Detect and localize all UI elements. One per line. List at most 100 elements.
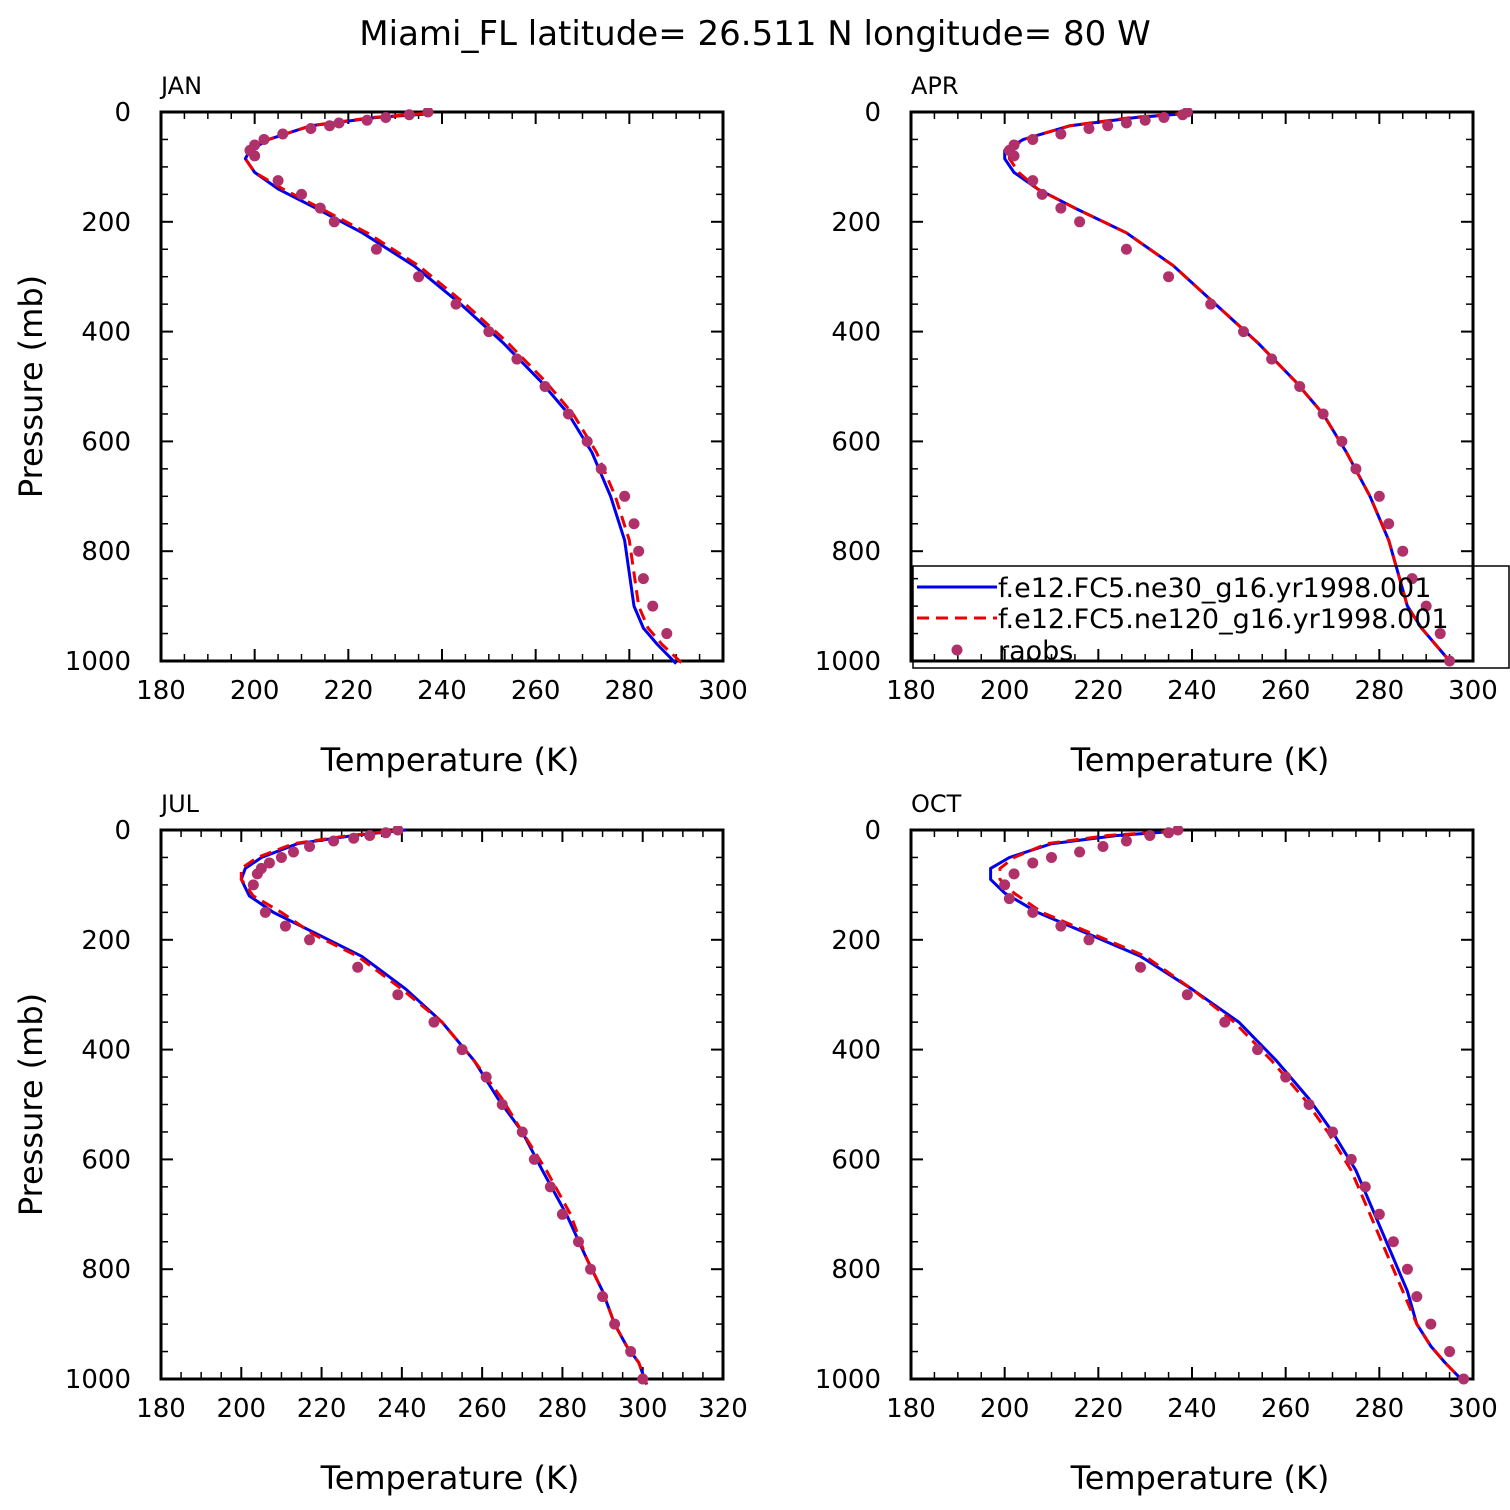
x-tick-label: 300 [618, 1394, 668, 1424]
panel-oct: OCT 180 200 220 240 260 280 300 0 200 400 600 800 100… [815, 790, 1498, 1497]
y-tick-label: 800 [831, 1255, 881, 1285]
x-tick-label: 220 [324, 676, 374, 706]
raobs-point [1074, 216, 1086, 228]
raobs-point [1205, 298, 1217, 310]
raobs-point [1458, 1373, 1470, 1385]
raobs-point [1139, 114, 1151, 126]
raobs-point [1336, 435, 1348, 447]
raobs-point [413, 271, 425, 283]
raobs-point [511, 353, 523, 365]
x-tick-label: 220 [1074, 676, 1124, 706]
raobs-point [595, 463, 607, 475]
raobs-point [609, 1318, 621, 1330]
raobs-point [1280, 1071, 1292, 1083]
raobs-point [572, 1236, 584, 1248]
x-tick-label: 240 [1167, 1394, 1217, 1424]
panel-label: JAN [159, 72, 202, 100]
x-tick-label: 300 [698, 676, 748, 706]
y-axis-title: Pressure (mb) [12, 275, 50, 498]
raobs-point [247, 879, 259, 891]
y-tick-label: 400 [81, 318, 131, 348]
figure-title: Miami_FL latitude= 26.511 N longitude= 8… [359, 14, 1150, 54]
y-tick-label: 600 [831, 1145, 881, 1175]
raobs-point [1172, 826, 1184, 836]
raobs-point [272, 175, 284, 187]
raobs-point [1181, 989, 1193, 1001]
raobs-point [585, 1263, 597, 1275]
raobs-point [1027, 857, 1039, 869]
raobs-point [633, 545, 645, 557]
y-tick-label: 1000 [815, 1365, 881, 1395]
y-tick-label: 400 [81, 1036, 131, 1066]
raobs-point [328, 216, 340, 228]
raobs-point [277, 128, 289, 140]
y-tick-label: 600 [81, 1145, 131, 1175]
x-tick-label: 180 [886, 676, 936, 706]
raobs-point [1120, 117, 1132, 129]
raobs-point [1444, 655, 1456, 667]
x-tick-label: 220 [1074, 1394, 1124, 1424]
series-line-ne120 [998, 829, 1465, 1383]
raobs-point [352, 961, 364, 973]
raobs-point [1345, 1153, 1357, 1165]
y-tick-label: 800 [81, 1255, 131, 1285]
raobs-point [539, 381, 551, 392]
raobs-point [1008, 150, 1020, 162]
x-tick-label: 260 [457, 1394, 507, 1424]
raobs-point [1294, 381, 1306, 392]
x-tick-label: 260 [511, 676, 561, 706]
x-tick-label: 280 [1355, 676, 1405, 706]
raobs-point [1003, 893, 1015, 905]
y-tick-label: 400 [831, 1036, 881, 1066]
plot-frame [909, 828, 1475, 1381]
x-tick-label: 240 [1167, 676, 1217, 706]
y-tick-label: 200 [81, 926, 131, 956]
raobs-point [249, 150, 261, 162]
raobs-point [1055, 128, 1067, 140]
y-tick-label: 200 [81, 208, 131, 238]
y-tick-label: 1000 [815, 647, 881, 677]
y-tick-label: 400 [831, 318, 881, 348]
raobs-point [1083, 122, 1095, 134]
raobs-point [628, 518, 640, 530]
raobs-point [581, 435, 593, 447]
raobs-point [380, 827, 392, 839]
y-tick-label: 200 [831, 208, 881, 238]
plot-area [989, 826, 1470, 1385]
raobs-point [1074, 846, 1086, 858]
panel-jan: JAN 180 200 220 240 260 280 300 0 200 400 600 800 100… [12, 72, 748, 779]
raobs-point [528, 1153, 540, 1165]
raobs-point [1303, 1099, 1315, 1110]
legend-label: raobs [998, 636, 1073, 667]
raobs-point [1317, 408, 1329, 420]
raobs-point [1027, 175, 1039, 187]
raobs-point [1027, 906, 1039, 918]
raobs-point [279, 920, 291, 932]
raobs-point [380, 111, 392, 123]
x-tick-label: 180 [136, 676, 186, 706]
raobs-point [1055, 920, 1067, 932]
x-tick-label: 280 [605, 676, 655, 706]
raobs-point [1373, 1208, 1385, 1220]
raobs-point [364, 829, 376, 841]
panel-label: OCT [911, 790, 962, 818]
plot-area [239, 826, 649, 1385]
raobs-point [1411, 1291, 1423, 1303]
series-line-ne30 [989, 829, 1465, 1383]
x-tick-label: 200 [216, 1394, 266, 1424]
raobs-point [1158, 111, 1170, 123]
raobs-point [392, 826, 404, 836]
raobs-point [1055, 202, 1067, 214]
raobs-point [328, 835, 340, 847]
raobs-point [258, 133, 270, 145]
plot-area [1003, 108, 1456, 667]
raobs-point [1177, 109, 1189, 121]
y-tick-label: 800 [81, 537, 131, 567]
y-tick-label: 0 [114, 816, 131, 846]
raobs-point [333, 117, 345, 129]
x-tick-label: 200 [230, 676, 280, 706]
raobs-point [348, 832, 360, 844]
raobs-point [324, 120, 336, 132]
raobs-point [1083, 934, 1095, 946]
raobs-point [392, 989, 404, 1001]
